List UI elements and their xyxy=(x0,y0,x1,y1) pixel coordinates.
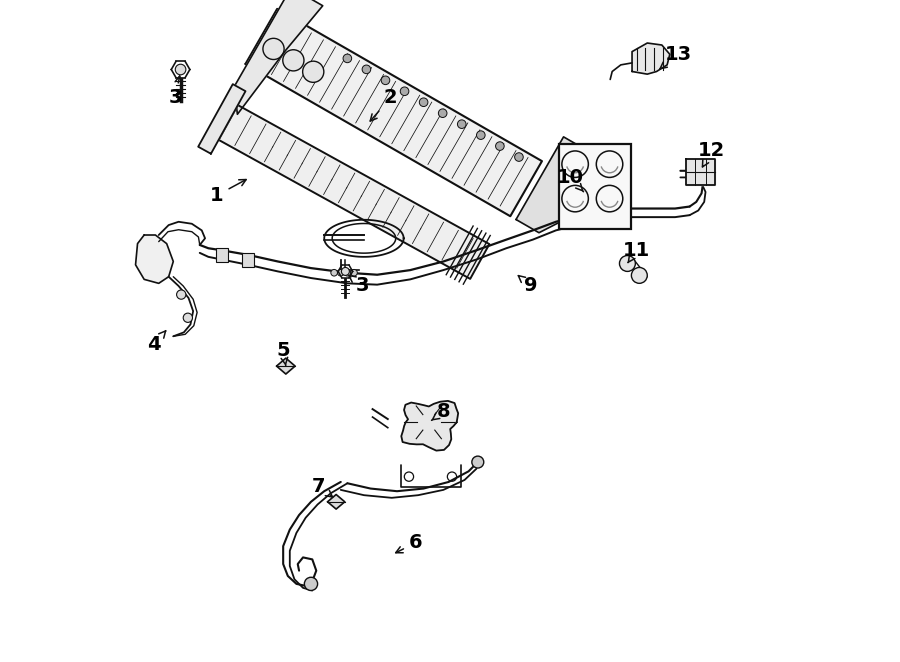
Text: 4: 4 xyxy=(148,331,166,354)
Polygon shape xyxy=(632,43,670,74)
Circle shape xyxy=(457,120,466,128)
Circle shape xyxy=(476,131,485,140)
Text: 1: 1 xyxy=(211,179,246,205)
Polygon shape xyxy=(516,137,596,233)
Circle shape xyxy=(302,61,324,82)
Circle shape xyxy=(341,267,349,275)
Text: 8: 8 xyxy=(431,402,450,421)
Circle shape xyxy=(496,142,504,150)
Bar xyxy=(559,144,631,229)
Polygon shape xyxy=(246,9,542,216)
Circle shape xyxy=(619,256,635,271)
Text: 7: 7 xyxy=(312,477,333,497)
Text: 10: 10 xyxy=(557,168,584,192)
Circle shape xyxy=(283,50,304,71)
Text: 3: 3 xyxy=(168,76,182,107)
Text: 5: 5 xyxy=(276,342,290,366)
Text: 11: 11 xyxy=(623,241,651,263)
Circle shape xyxy=(362,65,371,73)
Circle shape xyxy=(343,54,352,63)
Circle shape xyxy=(184,313,193,322)
Bar xyxy=(216,248,228,262)
Circle shape xyxy=(176,290,186,299)
Circle shape xyxy=(176,64,186,75)
Polygon shape xyxy=(401,401,458,451)
Bar xyxy=(242,253,254,267)
Circle shape xyxy=(400,87,409,95)
Text: 9: 9 xyxy=(518,275,537,295)
Circle shape xyxy=(515,153,523,162)
Polygon shape xyxy=(234,0,323,115)
Circle shape xyxy=(438,109,447,117)
Circle shape xyxy=(338,269,344,276)
Polygon shape xyxy=(276,358,295,374)
Polygon shape xyxy=(219,105,490,279)
Text: 13: 13 xyxy=(660,45,692,69)
Circle shape xyxy=(263,38,284,60)
Circle shape xyxy=(382,76,390,85)
Polygon shape xyxy=(136,235,174,283)
Circle shape xyxy=(304,577,318,591)
Polygon shape xyxy=(686,159,715,185)
Polygon shape xyxy=(328,495,345,509)
Circle shape xyxy=(632,267,647,283)
Circle shape xyxy=(472,456,484,468)
Text: 2: 2 xyxy=(370,89,397,121)
Circle shape xyxy=(419,98,428,107)
Polygon shape xyxy=(198,84,246,154)
Text: 3: 3 xyxy=(349,275,369,295)
Text: 6: 6 xyxy=(396,534,422,553)
Text: 12: 12 xyxy=(698,142,725,167)
Circle shape xyxy=(344,269,351,276)
Circle shape xyxy=(351,269,357,276)
Circle shape xyxy=(331,269,338,276)
